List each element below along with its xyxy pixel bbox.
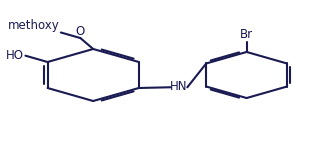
Text: HO: HO	[6, 49, 24, 62]
Text: HN: HN	[170, 80, 188, 93]
Text: Br: Br	[240, 28, 253, 41]
Text: O: O	[76, 25, 85, 38]
Text: methoxy: methoxy	[8, 19, 59, 32]
